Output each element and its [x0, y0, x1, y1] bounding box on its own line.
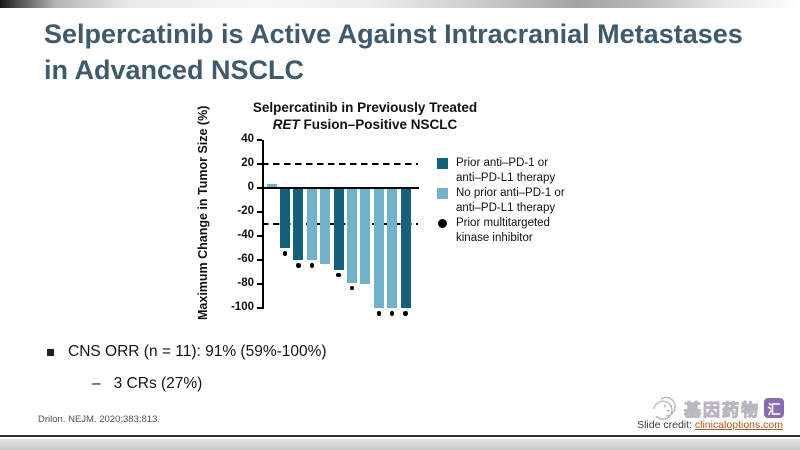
- y-tick-mark: [257, 307, 262, 309]
- y-tick-mark: [257, 235, 262, 237]
- chart-title: Selpercatinib in Previously Treated RET …: [240, 99, 490, 133]
- prior-tki-dot: [389, 311, 395, 316]
- footer-gray-strip: [0, 439, 800, 450]
- bullet-cns-orr-text: CNS ORR (n = 11): 91% (59%-100%): [68, 343, 327, 360]
- legend-label: Prior multitargeted kinase inhibitor: [456, 217, 550, 244]
- slide-credit-link[interactable]: clinicaloptions.com: [694, 419, 783, 431]
- y-tick-label: -20: [237, 205, 254, 217]
- legend-item-prior-tki: Prior multitargeted kinase inhibitor: [437, 216, 565, 245]
- zero-axis-line: [262, 187, 419, 190]
- waterfall-bar: [279, 188, 291, 248]
- waterfall-bar: [346, 188, 358, 283]
- y-tick-label: -40: [237, 229, 254, 241]
- legend-label: No prior anti–PD-1 or anti–PD-L1 therapy: [456, 187, 565, 214]
- top-gradient-bar: [0, 0, 800, 8]
- slide-credit-label: Slide credit:: [637, 419, 695, 431]
- y-tick-mark: [257, 187, 262, 189]
- y-tick-label: -100: [230, 301, 254, 313]
- waterfall-bar: [320, 188, 331, 264]
- subbullet-crs: – 3 CRs (27%): [92, 375, 202, 393]
- prior-tki-dot: [349, 285, 355, 291]
- y-tick-mark: [257, 259, 262, 261]
- prior-tki-dot: [309, 263, 315, 268]
- slide-title: Selpercatinib is Active Against Intracra…: [44, 16, 764, 88]
- y-tick-mark: [257, 283, 262, 285]
- chart-title-ret-italic: RET: [272, 117, 300, 132]
- bullet-cns-orr: CNS ORR (n = 11): 91% (59%-100%): [47, 343, 327, 361]
- y-tick-label: -60: [237, 253, 254, 265]
- prior-tki-dot: [336, 272, 341, 278]
- watermark-logo: 基因药物 汇: [648, 395, 784, 421]
- waterfall-bar: [387, 188, 398, 308]
- y-tick-mark: [257, 211, 262, 213]
- chart-title-line2: RET Fusion–Positive NSCLC: [240, 116, 490, 133]
- waterfall-bar: [360, 188, 371, 284]
- legend-marker-dot: [438, 219, 447, 228]
- legend-swatch-light-blue: [437, 188, 448, 199]
- legend-label: Prior anti–PD-1 or anti–PD-L1 therapy: [456, 157, 556, 184]
- plot-area: 40 20 0 -20 -40 -60 -80 -100: [231, 133, 420, 316]
- slide-title-line1: Selpercatinib is Active Against Intracra…: [44, 19, 743, 49]
- prior-tki-dot: [296, 263, 301, 268]
- prior-tki-dot: [282, 251, 288, 256]
- slide-credit: Slide credit: clinicaloptions.com: [637, 419, 783, 431]
- chick-icon: [653, 396, 676, 420]
- legend-item-no-prior-pd1: No prior anti–PD-1 or anti–PD-L1 therapy: [437, 186, 565, 215]
- y-axis-label: Maximum Change in Tumor Size (%): [196, 105, 210, 320]
- slide-title-line2: in Advanced NSCLC: [44, 55, 305, 85]
- waterfall-bar: [293, 188, 304, 260]
- y-tick-mark: [257, 139, 262, 141]
- y-tick-label: 0: [247, 181, 254, 193]
- y-tick-mark: [257, 163, 262, 165]
- subbullet-crs-text: 3 CRs (27%): [113, 375, 203, 392]
- prior-tki-dot: [403, 311, 408, 316]
- waterfall-bar: [400, 188, 411, 308]
- chart-legend: Prior anti–PD-1 or anti–PD-L1 therapy No…: [437, 156, 565, 246]
- y-tick-label: 40: [241, 133, 254, 145]
- waterfall-bar: [306, 188, 317, 260]
- chart-title-line2-rest: Fusion–Positive NSCLC: [299, 117, 458, 132]
- watermark-text: 基因药物: [684, 400, 760, 420]
- waterfall-bar: [373, 188, 384, 308]
- chart-title-line1: Selpercatinib in Previously Treated: [252, 100, 478, 115]
- prior-tki-dot: [376, 311, 382, 316]
- reference-dashed-line: [262, 163, 418, 165]
- bullet-square-icon: [47, 349, 54, 356]
- legend-item-prior-pd1: Prior anti–PD-1 or anti–PD-L1 therapy: [437, 156, 565, 185]
- waterfall-bar: [266, 184, 277, 188]
- reference-citation: Drilon. NEJM. 2020;383:813.: [38, 414, 160, 425]
- watermark-badge: 汇: [764, 398, 784, 418]
- footer-divider-line: [0, 435, 800, 437]
- y-tick-label: -80: [237, 277, 254, 289]
- y-tick-label: 20: [241, 157, 254, 169]
- waterfall-bar: [333, 188, 344, 270]
- subbullet-dash-icon: –: [92, 375, 101, 392]
- legend-swatch-dark-teal: [437, 158, 448, 169]
